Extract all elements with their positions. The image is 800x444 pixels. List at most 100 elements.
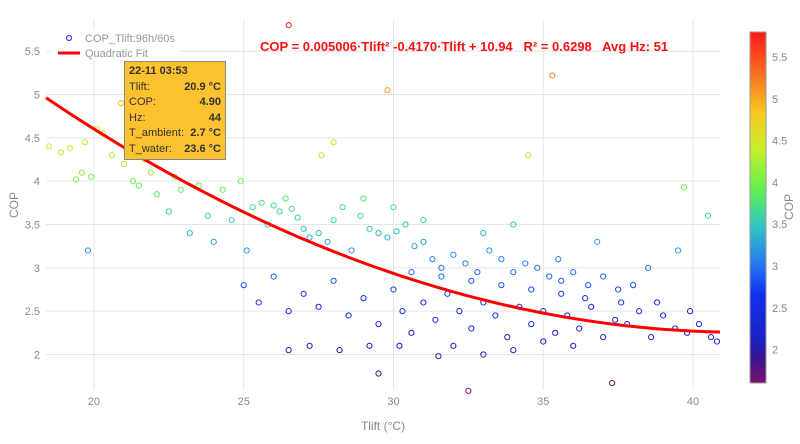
data-point[interactable] <box>450 251 457 258</box>
data-point[interactable] <box>330 217 337 224</box>
data-point[interactable] <box>498 282 505 289</box>
data-point[interactable] <box>57 149 65 156</box>
data-point[interactable] <box>276 208 283 215</box>
data-point[interactable] <box>480 351 487 358</box>
data-point[interactable] <box>360 195 367 202</box>
data-point[interactable] <box>549 72 556 79</box>
data-point[interactable] <box>177 186 184 193</box>
data-point[interactable] <box>420 217 427 224</box>
data-point[interactable] <box>420 299 427 306</box>
data-point[interactable] <box>117 100 124 107</box>
data-point[interactable] <box>588 303 595 310</box>
data-point[interactable] <box>306 342 313 349</box>
data-point[interactable] <box>294 214 301 221</box>
data-point[interactable] <box>336 347 343 354</box>
data-point[interactable] <box>81 139 89 146</box>
data-point[interactable] <box>612 316 619 323</box>
data-point[interactable] <box>411 243 418 250</box>
data-point[interactable] <box>648 334 655 341</box>
data-point[interactable] <box>653 299 661 306</box>
data-point[interactable] <box>375 321 382 328</box>
legend-item-fit[interactable]: Quadratic Fit <box>85 48 148 60</box>
data-point[interactable] <box>390 286 397 293</box>
legend-item-scatter[interactable]: COP_Tlift:96h/60s <box>85 33 175 45</box>
data-point[interactable] <box>306 234 313 241</box>
legend[interactable]: COP_Tlift:96h/60s Quadratic Fit <box>50 28 180 60</box>
data-point[interactable] <box>680 184 688 191</box>
data-point[interactable] <box>384 87 391 94</box>
data-point[interactable] <box>219 186 226 193</box>
data-point[interactable] <box>558 277 565 284</box>
data-point[interactable] <box>366 342 373 349</box>
data-point[interactable] <box>78 169 86 176</box>
data-point[interactable] <box>570 269 577 276</box>
data-point[interactable] <box>540 338 547 345</box>
data-point[interactable] <box>84 247 92 254</box>
data-point[interactable] <box>300 290 307 297</box>
data-point[interactable] <box>456 308 463 315</box>
data-point[interactable] <box>645 264 652 271</box>
data-point[interactable] <box>357 212 364 219</box>
data-point[interactable] <box>45 143 53 150</box>
data-point[interactable] <box>375 370 382 377</box>
data-point[interactable] <box>285 22 292 29</box>
data-point[interactable] <box>546 273 553 280</box>
data-point[interactable] <box>504 334 511 341</box>
data-point[interactable] <box>300 225 307 232</box>
data-point[interactable] <box>330 139 337 146</box>
data-point[interactable] <box>339 204 346 211</box>
data-point[interactable] <box>674 247 682 254</box>
data-point[interactable] <box>210 238 217 245</box>
data-point[interactable] <box>72 176 80 183</box>
data-point[interactable] <box>528 286 535 293</box>
data-point[interactable] <box>228 217 235 224</box>
data-point[interactable] <box>288 205 295 212</box>
data-point[interactable] <box>528 321 535 328</box>
data-point[interactable] <box>498 256 505 263</box>
scatter-points[interactable] <box>45 22 721 394</box>
data-point[interactable] <box>285 347 292 354</box>
data-point[interactable] <box>474 269 481 276</box>
data-point[interactable] <box>255 299 262 306</box>
data-point[interactable] <box>315 303 322 310</box>
data-point[interactable] <box>534 264 541 271</box>
data-point[interactable] <box>153 191 160 198</box>
data-point[interactable] <box>237 178 244 185</box>
data-point[interactable] <box>399 308 406 315</box>
data-point[interactable] <box>345 312 352 319</box>
data-point[interactable] <box>282 195 289 202</box>
data-point[interactable] <box>438 264 445 271</box>
data-point[interactable] <box>408 269 415 276</box>
data-point[interactable] <box>609 379 616 387</box>
data-point[interactable] <box>713 338 721 345</box>
data-point[interactable] <box>695 321 703 328</box>
data-point[interactable] <box>243 247 250 254</box>
data-point[interactable] <box>522 260 529 267</box>
data-point[interactable] <box>270 273 277 280</box>
data-point[interactable] <box>186 230 193 237</box>
data-point[interactable] <box>468 277 475 284</box>
data-point[interactable] <box>450 342 457 349</box>
data-point[interactable] <box>570 342 577 349</box>
data-point[interactable] <box>435 353 442 360</box>
data-point[interactable] <box>330 277 337 284</box>
data-point[interactable] <box>396 342 403 349</box>
data-point[interactable] <box>636 308 643 315</box>
data-point[interactable] <box>165 208 172 215</box>
data-point[interactable] <box>510 347 517 354</box>
data-point[interactable] <box>465 387 472 394</box>
data-point[interactable] <box>585 282 592 289</box>
data-point[interactable] <box>600 273 607 280</box>
data-point[interactable] <box>135 182 142 189</box>
data-point[interactable] <box>576 325 583 332</box>
data-point[interactable] <box>87 173 95 180</box>
data-point[interactable] <box>360 295 367 302</box>
data-point[interactable] <box>108 152 116 159</box>
data-point[interactable] <box>285 308 292 315</box>
data-point[interactable] <box>375 230 382 237</box>
data-point[interactable] <box>555 256 562 263</box>
data-point[interactable] <box>120 160 127 167</box>
data-point[interactable] <box>630 282 637 289</box>
data-point[interactable] <box>438 273 445 280</box>
